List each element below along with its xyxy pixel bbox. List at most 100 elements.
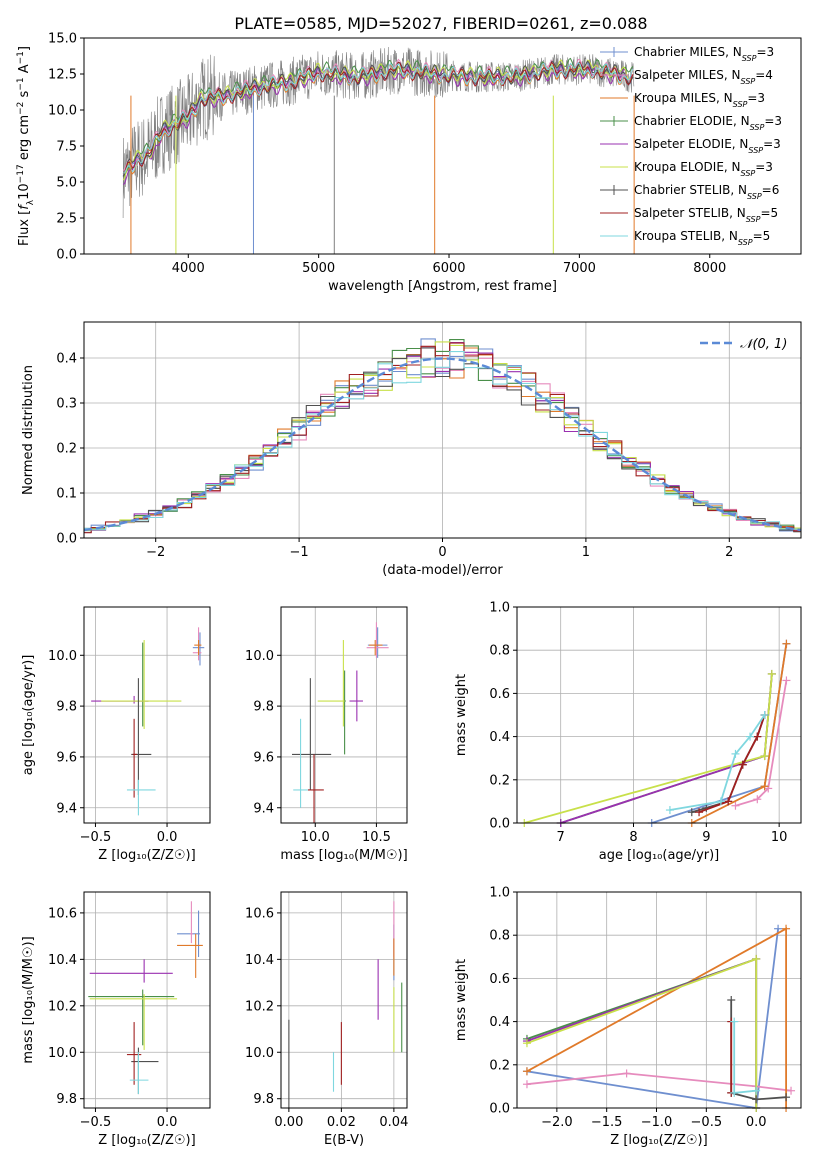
spectrum-panel: 4000 5000 6000 7000 8000 0.0 2.5 5.0 7.5 10.0 12.5…: [16, 32, 802, 294]
legend-entry: Kroupa MILES, NSSP=3: [634, 91, 765, 109]
y-axis-label: mass weight: [454, 959, 469, 1041]
x-axis-label: (data-model)/error: [382, 563, 503, 578]
legend-entry: Chabrier ELODIE, NSSP=3: [634, 114, 782, 132]
axes-frame: [516, 891, 802, 1109]
gaussian-curve: [84, 357, 801, 532]
y-axis-label-part: −1: [16, 51, 26, 64]
legend-count: =3: [764, 114, 782, 128]
x-tick-label: 9: [702, 830, 710, 845]
y-tick-label: 0.4: [56, 352, 77, 367]
y-axis-label-part: λ: [26, 199, 36, 205]
legend-text: Salpeter MILES, N: [634, 68, 741, 82]
legend-entry: 𝒩(0, 1): [740, 337, 787, 352]
legend-text: Kroupa STELIB, N: [634, 229, 738, 243]
y-tick-label: 9.8: [56, 700, 77, 715]
y-axis-label-part: ]: [17, 46, 32, 51]
x-tick-label: 0.00: [274, 1115, 303, 1130]
axes-frame: [280, 606, 408, 824]
x-tick-label: 10.0: [301, 830, 330, 845]
x-tick-label: 0.0: [157, 830, 178, 845]
y-tick-label: 10.0: [48, 1046, 77, 1061]
y-tick-label: 9.6: [56, 750, 77, 765]
legend-count: =3: [756, 45, 774, 59]
y-axis-label: mass [log₁₀(M/M☉)]: [21, 936, 36, 1063]
legend-text: Salpeter ELODIE, N: [634, 137, 748, 151]
legend-subscript: SSP: [738, 238, 753, 247]
legend-text: Kroupa MILES, N: [634, 91, 733, 105]
x-tick-label: 2: [725, 545, 733, 560]
legend-subscript: SSP: [741, 77, 756, 86]
legend-subscript: SSP: [733, 100, 748, 109]
y-tick-label: 9.8: [253, 1092, 274, 1107]
mass-vs-Z-panel: −0.5 0.0 9.8 10.0 10.2 10.4 10.6 Z [log₁₀(Z/Z☉)…: [21, 891, 211, 1148]
legend-text: Kroupa ELODIE, N: [634, 160, 741, 174]
y-tick-label: 1.0: [489, 601, 510, 616]
y-tick-label: 10.4: [48, 953, 77, 968]
legend-entry: Chabrier MILES, NSSP=3: [634, 45, 774, 63]
y-axis-label: mass weight: [454, 674, 469, 756]
y-tick-label: 10.4: [245, 953, 274, 968]
x-tick-label: 4000: [172, 261, 205, 276]
y-tick-label: 1.0: [489, 886, 510, 901]
legend-count: =4: [755, 68, 773, 82]
legend-count: =3: [763, 137, 781, 151]
histogram-line: [84, 347, 801, 533]
legend-subscript: SSP: [750, 123, 765, 132]
y-tick-label: 0.0: [56, 248, 77, 263]
weight-line: [526, 957, 758, 1108]
weight-line: [733, 1021, 757, 1094]
x-tick-label: 0.02: [327, 1115, 356, 1130]
x-tick-label: −2: [146, 545, 165, 560]
y-tick-label: 10.0: [245, 1046, 274, 1061]
legend-entry: Salpeter STELIB, NSSP=5: [634, 206, 778, 224]
legend-subscript: SSP: [741, 169, 756, 178]
y-tick-label: 9.8: [56, 1092, 77, 1107]
weight-line: [526, 957, 758, 1108]
axes-frame: [83, 606, 211, 824]
x-tick-label: 6000: [432, 261, 465, 276]
weight-line: [526, 1072, 792, 1092]
weight-vs-Z-panel: −2.0 −1.5 −1.0 −0.5 0.0 0.0 0.2 0.4 0.6 0.8 1.0 Z […: [454, 886, 802, 1148]
spectrum-model-line: [123, 61, 634, 174]
legend-entry: Kroupa STELIB, NSSP=5: [634, 229, 770, 247]
y-axis-label-part: f: [17, 203, 32, 210]
legend-count: =6: [762, 183, 780, 197]
legend-text: Chabrier ELODIE, N: [634, 114, 750, 128]
x-tick-label: −0.5: [80, 1115, 112, 1130]
y-tick-label: 0.0: [489, 1102, 510, 1117]
weight-vs-age-panel: 7 8 9 10 0.0 0.2 0.4 0.6 0.8 1.0 age [log₁₀(age/yr…: [454, 601, 802, 863]
x-tick-label: −1: [290, 545, 309, 560]
x-axis-label: Z [log₁₀(Z/Z☉)]: [98, 1133, 195, 1148]
x-tick-label: 1: [582, 545, 590, 560]
y-axis-label-part: erg cm: [17, 115, 32, 164]
y-axis-label: Flux [fλ10−17 erg cm−2 s−1 A−1]: [16, 46, 36, 246]
mass-vs-ebv-panel: 0.00 0.02 0.04 9.8 10.0 10.2 10.4 10.6 E(B-V): [245, 891, 408, 1148]
legend-entry: Kroupa ELODIE, NSSP=3: [634, 160, 773, 178]
y-tick-label: 0.8: [489, 644, 510, 659]
y-tick-label: 0.1: [56, 487, 77, 502]
x-tick-label: 0.04: [379, 1115, 408, 1130]
y-tick-label: 0.2: [489, 773, 510, 788]
y-axis-label-part: Flux [: [17, 210, 32, 246]
legend-count: =3: [755, 160, 773, 174]
x-tick-label: 7: [557, 830, 565, 845]
x-tick-label: −1.0: [641, 1115, 673, 1130]
y-axis-label-part: −2: [16, 102, 26, 115]
x-axis-label: mass [log₁₀(M/M☉)]: [280, 848, 407, 863]
y-tick-label: 10.0: [245, 649, 274, 664]
y-tick-label: 0.2: [56, 442, 77, 457]
legend-text: Salpeter STELIB, N: [634, 206, 746, 220]
y-tick-label: 0.6: [489, 972, 510, 987]
y-tick-label: 5.0: [56, 176, 77, 191]
y-tick-label: 10.6: [245, 906, 274, 921]
legend-subscript: SSP: [742, 54, 757, 63]
y-tick-label: 12.5: [48, 68, 77, 83]
y-tick-label: 9.6: [253, 750, 274, 765]
legend-count: =5: [753, 229, 771, 243]
y-tick-label: 15.0: [48, 32, 77, 47]
y-tick-label: 10.2: [245, 999, 274, 1014]
y-tick-label: 0.3: [56, 397, 77, 412]
x-tick-label: −0.5: [80, 830, 112, 845]
y-axis-label-part: −1: [16, 77, 26, 90]
